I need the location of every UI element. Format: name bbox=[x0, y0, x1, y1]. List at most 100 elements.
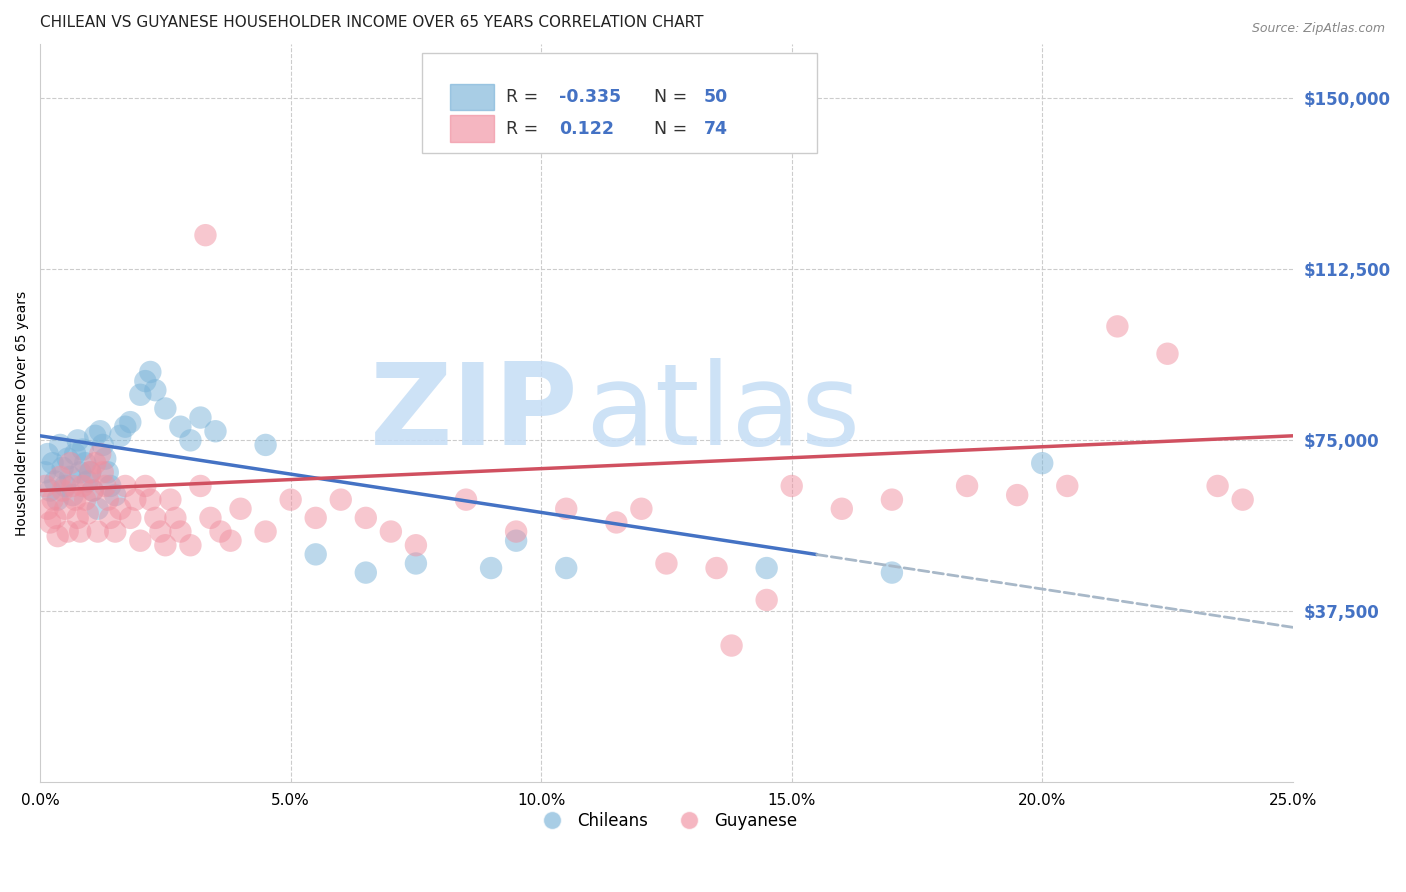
Point bbox=[555, 501, 578, 516]
Point bbox=[89, 424, 111, 438]
Point bbox=[1156, 347, 1178, 361]
Point bbox=[505, 533, 527, 548]
Point bbox=[505, 524, 527, 539]
Point bbox=[79, 465, 101, 479]
Point bbox=[87, 524, 110, 539]
Point bbox=[1232, 492, 1254, 507]
Point bbox=[305, 547, 328, 561]
Point bbox=[49, 438, 72, 452]
Point bbox=[129, 388, 152, 402]
Point bbox=[143, 511, 166, 525]
Point bbox=[41, 456, 63, 470]
Text: ZIP: ZIP bbox=[370, 358, 579, 468]
Point bbox=[63, 447, 86, 461]
Point bbox=[630, 501, 652, 516]
Point bbox=[200, 511, 222, 525]
Point bbox=[53, 479, 76, 493]
Point bbox=[87, 501, 110, 516]
Point bbox=[194, 228, 217, 243]
Point bbox=[34, 465, 56, 479]
Point bbox=[66, 511, 89, 525]
Point bbox=[66, 434, 89, 448]
Point bbox=[454, 492, 477, 507]
Point bbox=[831, 501, 853, 516]
Text: R =: R = bbox=[506, 88, 544, 106]
Point bbox=[82, 483, 104, 498]
Point bbox=[1031, 456, 1053, 470]
Point bbox=[69, 524, 91, 539]
Point bbox=[755, 593, 778, 607]
Point bbox=[76, 506, 98, 520]
Text: R =: R = bbox=[506, 120, 550, 137]
Point bbox=[89, 447, 111, 461]
Point bbox=[139, 365, 162, 379]
Legend: Chileans, Guyanese: Chileans, Guyanese bbox=[529, 805, 804, 837]
Point bbox=[380, 524, 402, 539]
Point bbox=[76, 475, 98, 489]
Point bbox=[94, 451, 117, 466]
Text: 50: 50 bbox=[704, 88, 728, 106]
Point bbox=[780, 479, 803, 493]
Point bbox=[75, 492, 97, 507]
Point bbox=[755, 561, 778, 575]
Point bbox=[129, 533, 152, 548]
Point bbox=[1206, 479, 1229, 493]
Point bbox=[82, 483, 104, 498]
Point bbox=[1005, 488, 1028, 502]
Point bbox=[41, 492, 63, 507]
Point bbox=[134, 374, 156, 388]
Point bbox=[706, 561, 728, 575]
Point bbox=[53, 501, 76, 516]
Point bbox=[59, 456, 82, 470]
Point bbox=[280, 492, 302, 507]
Point bbox=[720, 639, 742, 653]
Point bbox=[254, 438, 277, 452]
Y-axis label: Householder Income Over 65 years: Householder Income Over 65 years bbox=[15, 291, 30, 535]
Point bbox=[124, 492, 146, 507]
Point bbox=[479, 561, 502, 575]
Point bbox=[190, 410, 212, 425]
Text: 74: 74 bbox=[704, 120, 728, 137]
Point bbox=[44, 475, 66, 489]
Text: Source: ZipAtlas.com: Source: ZipAtlas.com bbox=[1251, 22, 1385, 36]
Point bbox=[405, 538, 427, 552]
Point bbox=[229, 501, 252, 516]
Point bbox=[1107, 319, 1129, 334]
Text: N =: N = bbox=[654, 120, 693, 137]
Point bbox=[37, 501, 59, 516]
Point bbox=[59, 470, 82, 484]
Point bbox=[880, 566, 903, 580]
Point bbox=[52, 483, 75, 498]
Point bbox=[72, 479, 94, 493]
Point bbox=[204, 424, 226, 438]
Text: atlas: atlas bbox=[585, 358, 860, 468]
Point bbox=[34, 479, 56, 493]
Point bbox=[555, 561, 578, 575]
Point bbox=[44, 511, 66, 525]
Point bbox=[179, 434, 201, 448]
Point bbox=[46, 529, 69, 543]
Point bbox=[190, 479, 212, 493]
Point bbox=[155, 401, 177, 416]
Point bbox=[134, 479, 156, 493]
Point bbox=[39, 516, 62, 530]
Point bbox=[69, 465, 91, 479]
Point bbox=[329, 492, 352, 507]
Point bbox=[139, 492, 162, 507]
Point bbox=[37, 447, 59, 461]
Point bbox=[91, 438, 114, 452]
Point bbox=[956, 479, 979, 493]
Point bbox=[104, 488, 127, 502]
Point bbox=[219, 533, 242, 548]
Bar bbox=[450, 115, 494, 142]
Point bbox=[79, 465, 101, 479]
Point bbox=[62, 488, 84, 502]
Point bbox=[98, 479, 121, 493]
Point bbox=[114, 419, 136, 434]
Point bbox=[605, 516, 627, 530]
Point bbox=[149, 524, 172, 539]
Point bbox=[114, 479, 136, 493]
Point bbox=[56, 524, 79, 539]
Point bbox=[209, 524, 232, 539]
Point bbox=[254, 524, 277, 539]
